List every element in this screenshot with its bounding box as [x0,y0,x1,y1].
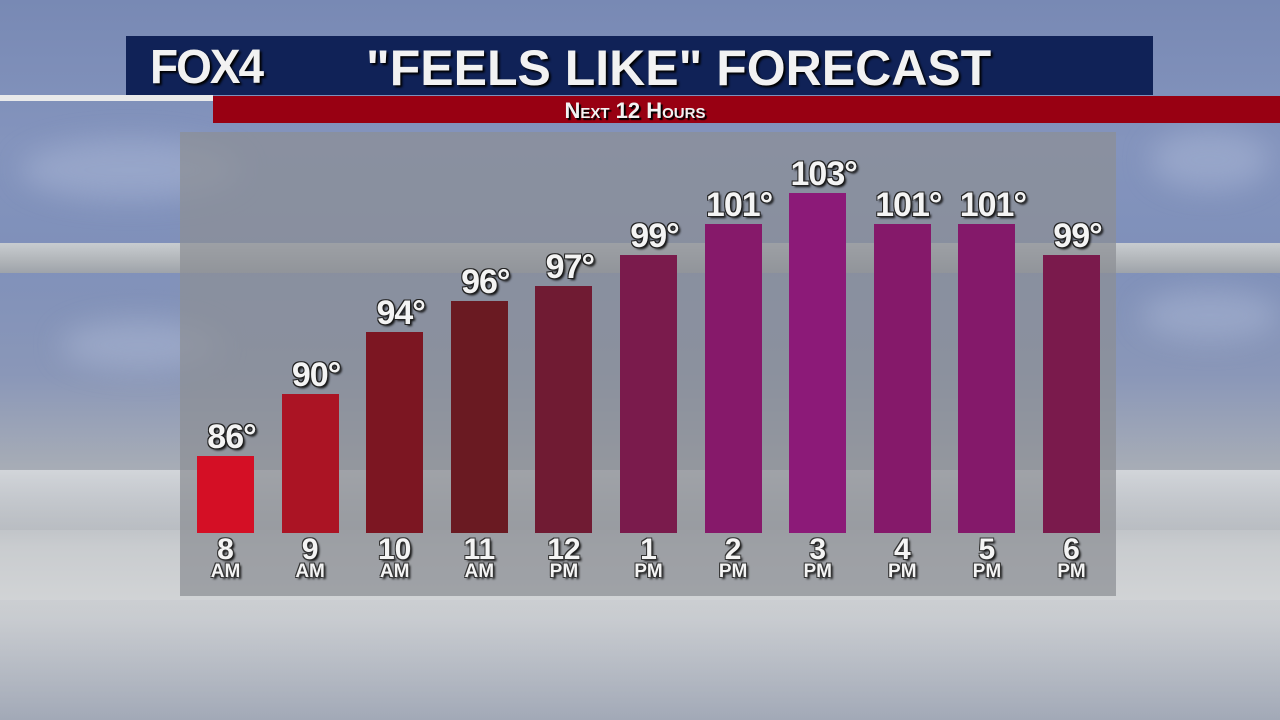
accent-line [0,95,213,101]
cloud [1140,290,1280,340]
period-label: PM [718,561,748,582]
value-label: 99° [630,216,679,255]
bar [620,254,677,533]
bar [535,285,593,533]
page-title: "FEELS LIKE" FORECAST [366,40,992,96]
bar [789,192,847,533]
hour-label: 2 [724,533,742,566]
bar [281,394,339,533]
hour-label: 6 [1063,533,1080,566]
period-label: PM [803,561,832,582]
hour-label: 5 [978,533,996,566]
cloud [1150,130,1270,190]
hour-label: 12 [547,533,581,566]
bar [1043,254,1100,533]
period-label: AM [295,561,325,582]
hour-label: 4 [893,533,911,566]
value-label: 103° [790,154,858,193]
chart-panel: 86° 8 AM 90° 9 AM 94° 10 AM 96° 11 AM 97° 12 PM 99° 1 PM 1… [180,132,1116,596]
value-label: 97° [545,247,595,286]
bar [450,301,508,533]
value-label: 94° [376,294,425,332]
period-label: PM [634,561,663,582]
hour-label: 3 [809,533,827,566]
period-label: AM [379,561,410,582]
period-label: PM [972,561,1002,582]
period-label: AM [210,561,241,582]
hour-label: 10 [378,533,412,566]
hour-label: 8 [217,533,234,566]
bar [958,223,1016,533]
value-label: 90° [291,356,341,394]
station-logo: FOX4 [150,38,264,94]
value-label: 101° [705,185,773,224]
bar [873,223,931,533]
value-label: 86° [207,418,256,456]
period-label: PM [888,561,917,582]
period-label: PM [1057,561,1086,582]
hour-label: 1 [640,533,657,566]
value-label: 101° [875,185,942,224]
subtitle: Next 12 Hours [564,98,706,123]
bar [197,456,254,533]
value-label: 101° [959,185,1027,224]
bar [704,223,762,533]
period-label: AM [464,561,495,582]
background-band [0,600,1280,720]
hour-label: 11 [463,533,496,566]
period-label: PM [549,561,579,582]
value-label: 96° [461,263,510,301]
hour-label: 9 [301,533,319,566]
subtitle-banner: Next 12 Hours [213,96,1280,123]
bar [366,332,424,533]
value-label: 99° [1053,216,1102,255]
title-banner: FOX4 "FEELS LIKE" FORECAST [126,36,1153,96]
